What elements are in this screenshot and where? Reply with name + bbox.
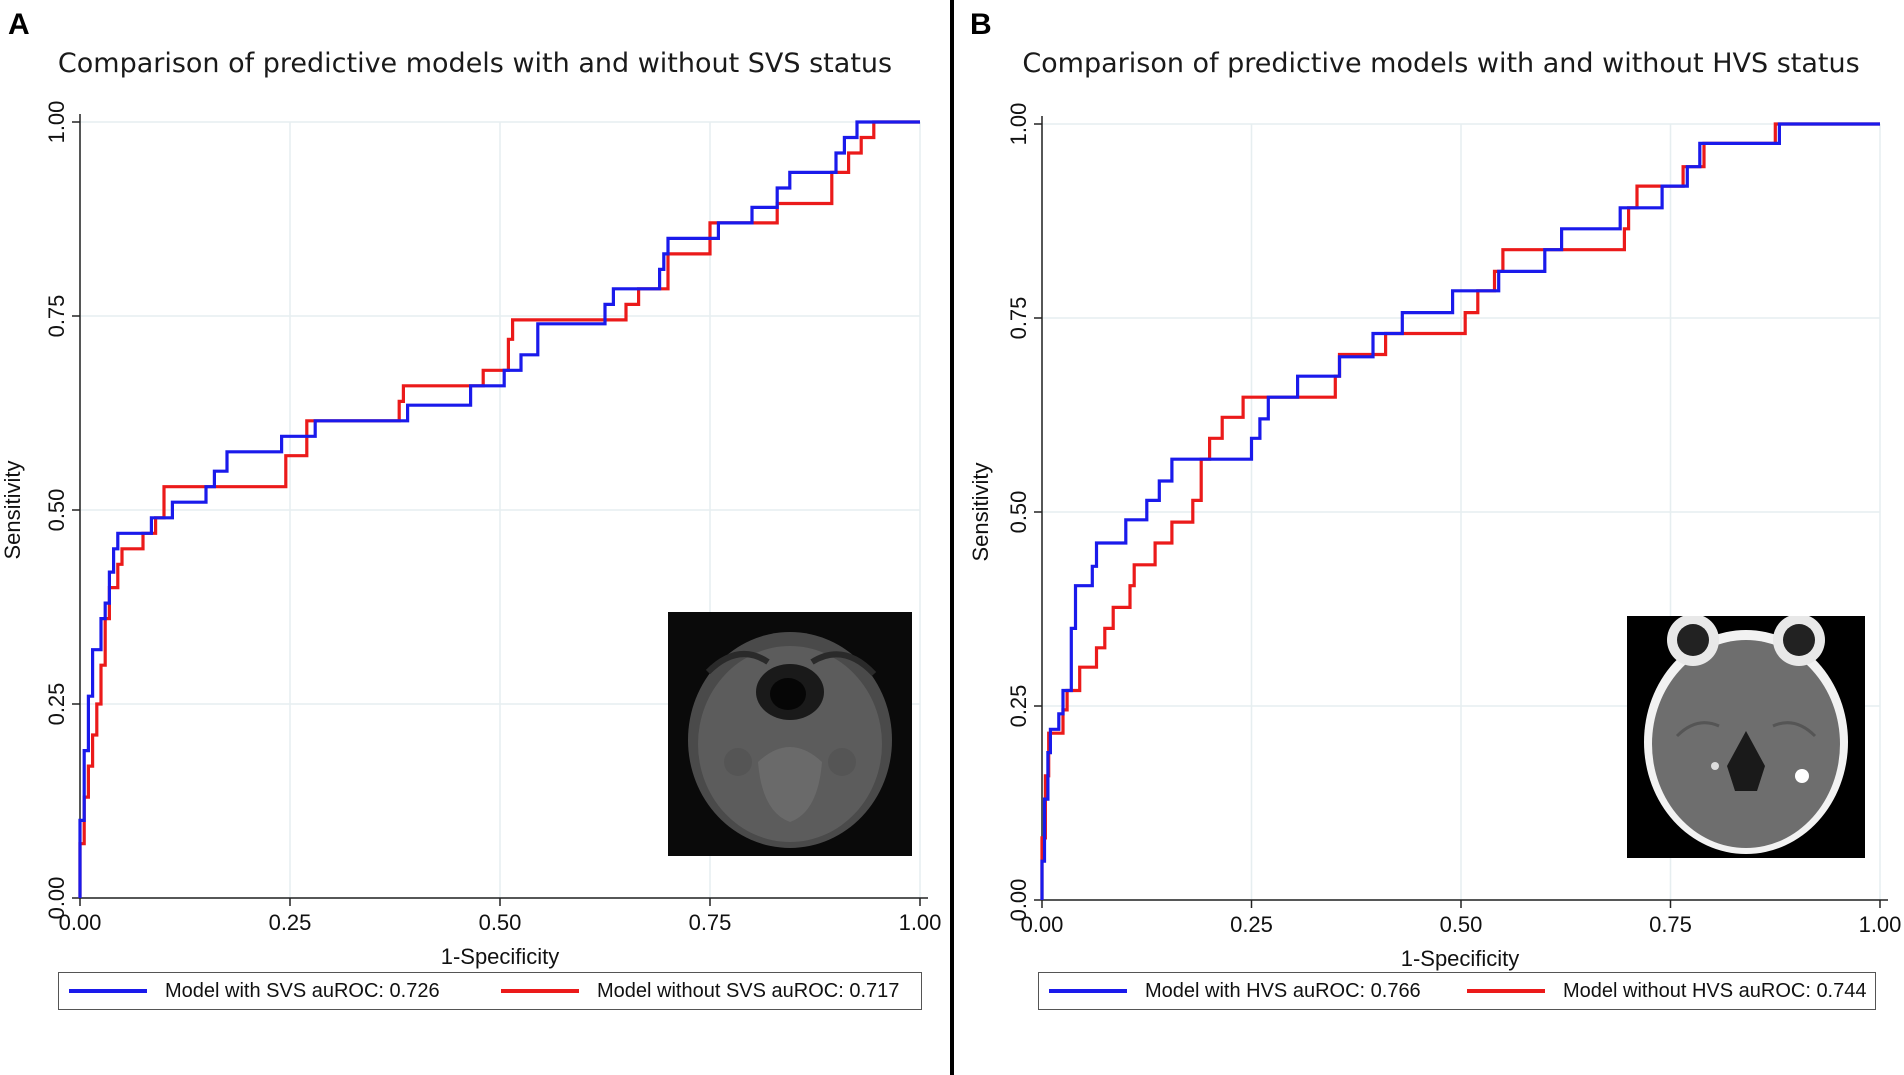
roc-curve-with-model	[1040, 122, 1880, 900]
y-tick-label: 0.50	[1006, 491, 1031, 534]
legend-item-with: Model with HVS auROC: 0.766	[1049, 973, 1421, 1009]
x-tick-label: 0.00	[1021, 912, 1064, 937]
x-tick-label: 0.75	[1649, 912, 1692, 937]
roc-curve-without-model	[78, 120, 920, 898]
x-tick-label: 0.00	[59, 910, 102, 935]
mri-brain-image	[668, 612, 912, 856]
legend: Model with HVS auROC: 0.766 Model withou…	[1038, 972, 1876, 1010]
panel-letter: A	[8, 8, 30, 41]
panel-divider	[950, 0, 954, 1075]
panel-letter: B	[970, 8, 992, 41]
legend-label: Model without SVS auROC: 0.717	[597, 979, 900, 1002]
x-tick-label: 0.50	[1440, 912, 1483, 937]
legend-label: Model with SVS auROC: 0.726	[165, 979, 440, 1002]
ct-brain-image	[1627, 616, 1865, 858]
y-tick-label: 0.75	[1006, 297, 1031, 340]
x-tick-label: 0.50	[479, 910, 522, 935]
mri-brain-illustration	[688, 632, 892, 848]
legend: Model with SVS auROC: 0.726 Model withou…	[58, 972, 922, 1010]
x-tick-label: 1.00	[899, 910, 942, 935]
chart-title: Comparison of predictive models with and…	[1022, 48, 1860, 79]
ct-brain-illustration	[1644, 616, 1848, 854]
legend-item-without: Model without SVS auROC: 0.717	[501, 973, 899, 1009]
roc-chart-svs: 0.000.00 0.25 0.25 0.50 0.50 0.75 0.75 1.00 1.00…	[0, 101, 942, 969]
roc-chart-hvs: 0.000.00 0.25 0.25 0.50 0.50 0.75 0.75 1.00 1.00…	[968, 103, 1902, 971]
legend-item-with: Model with SVS auROC: 0.726	[69, 973, 440, 1009]
y-axis-label: Sensitivity	[0, 460, 25, 559]
legend-item-without: Model without HVS auROC: 0.744	[1467, 973, 1867, 1009]
legend-swatch-red	[501, 989, 579, 993]
legend-swatch-blue	[1049, 989, 1127, 993]
x-tick-label: 0.25	[269, 910, 312, 935]
panel-a: A Comparison of predictive models with a…	[0, 0, 950, 1075]
y-tick-label: 0.00	[1006, 879, 1031, 922]
y-tick-label: 0.50	[44, 489, 69, 532]
roc-curve-with-model	[78, 120, 920, 898]
x-axis-label: 1-Specificity	[1401, 946, 1520, 971]
roc-curve-without-model	[1040, 122, 1880, 900]
y-tick-label: 0.75	[44, 295, 69, 338]
y-tick-label: 1.00	[1006, 103, 1031, 146]
y-tick-label: 0.25	[1006, 685, 1031, 728]
x-axis-label: 1-Specificity	[441, 944, 560, 969]
legend-swatch-red	[1467, 989, 1545, 993]
y-tick-label: 1.00	[44, 101, 69, 144]
chart-title: Comparison of predictive models with and…	[57, 48, 893, 79]
x-tick-label: 0.25	[1230, 912, 1273, 937]
panel-b: B Comparison of predictive models with a…	[954, 0, 1904, 1075]
y-axis-label: Sensitivity	[968, 462, 993, 561]
y-tick-label: 0.25	[44, 683, 69, 726]
y-tick-label: 0.00	[44, 877, 69, 920]
legend-label: Model with HVS auROC: 0.766	[1145, 979, 1421, 1002]
legend-swatch-blue	[69, 989, 147, 993]
x-tick-label: 1.00	[1859, 912, 1902, 937]
legend-label: Model without HVS auROC: 0.744	[1563, 979, 1867, 1002]
x-tick-label: 0.75	[689, 910, 732, 935]
